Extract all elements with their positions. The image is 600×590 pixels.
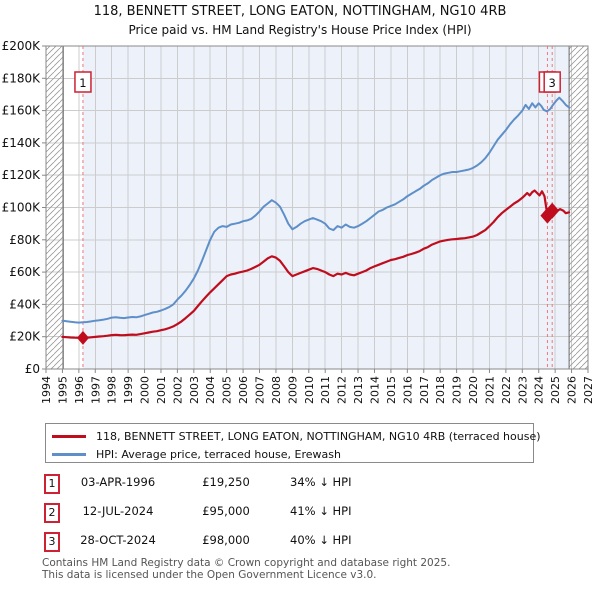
y-tick-label: £80K [9,233,41,247]
transaction-hpi-delta: 40% ↓ HPI [290,533,352,547]
x-tick-label: 2018 [434,376,447,404]
hpi-line-swatch [52,452,86,456]
x-tick-label: 2019 [451,376,464,404]
transaction-price: £98,000 [202,533,250,547]
x-tick-label: 2023 [516,376,529,404]
property-line [61,189,571,339]
y-tick-label: £160K [2,104,42,118]
transaction-date: 03-APR-1996 [80,475,156,489]
x-tick-label: 1996 [73,376,86,404]
y-tick-label: £200K [2,39,42,53]
x-tick-label: 2009 [286,376,299,404]
x-tick-label: 2014 [368,376,381,404]
x-tick-label: 2008 [270,376,283,404]
transaction-row: 2 12-JUL-2024 £95,000 41% ↓ HPI [0,503,600,523]
x-tick-label: 2006 [237,376,250,404]
transaction-price: £95,000 [202,504,250,518]
x-tick-label: 2001 [155,376,168,404]
sale-marker-diamond [545,202,560,219]
x-tick-label: 2004 [204,376,217,404]
x-tick-label: 1997 [89,376,102,404]
y-tick-label: £100K [2,201,42,215]
no-data-hatch-right [569,46,588,369]
event-number-box [74,71,92,93]
x-tick-label: 2026 [566,376,579,404]
legend-item-hpi: HPI: Average price, terraced house, Erew… [52,444,341,464]
chart-legend: 118, BENNETT STREET, LONG EATON, NOTTING… [45,423,541,464]
x-tick-label: 1999 [122,376,135,404]
legend-item-property: 118, BENNETT STREET, LONG EATON, NOTTING… [52,426,541,446]
transaction-number-badge: 3 [44,532,60,552]
x-tick-label: 2020 [467,376,480,404]
y-tick-label: £60K [9,265,41,279]
x-tick-label: 1994 [40,376,53,404]
x-tick-label: 2022 [500,376,513,404]
price-history-chart: 1994 1995 1996 1997 1998 1999 2000 2001 2002 2003… [2,39,595,404]
transaction-number-badge: 1 [44,474,60,494]
transaction-number-badge: 2 [44,503,60,523]
x-tick-label: 2003 [188,376,201,404]
event-number-label: 1 [79,76,86,90]
x-tick-label: 2024 [533,376,546,404]
y-tick-label: £0 [25,362,40,376]
page-subtitle: Price paid vs. HM Land Registry's House … [128,23,472,37]
x-tick-label: 2007 [254,376,267,404]
event-number-label: 3 [549,76,556,90]
x-tick-label: 2015 [385,376,398,404]
x-tick-label: 2000 [139,376,152,404]
x-tick-label: 2002 [171,376,184,404]
y-tick-label: £120K [2,168,42,182]
y-tick-label: £20K [9,330,41,344]
x-tick-label: 2027 [582,376,595,404]
transaction-row: 3 28-OCT-2024 £98,000 40% ↓ HPI [0,532,600,552]
y-tick-label: £140K [2,136,42,150]
transaction-price: £19,250 [202,475,250,489]
x-tick-label: 2005 [221,376,234,404]
y-tick-label: £40K [9,297,41,311]
y-tick-label: £180K [2,71,42,85]
transaction-hpi-delta: 41% ↓ HPI [290,504,352,518]
property-line-swatch [52,434,86,438]
x-tick-label: 2012 [336,376,349,404]
page-title: 118, BENNETT STREET, LONG EATON, NOTTING… [93,4,507,19]
event-number-box [543,71,561,93]
transaction-date: 12-JUL-2024 [82,504,154,518]
x-tick-label: 2016 [401,376,414,404]
licence-notice: This data is licensed under the Open Gov… [42,569,377,581]
transaction-hpi-delta: 34% ↓ HPI [290,475,352,489]
hpi-line [61,96,571,324]
copyright-notice: Contains HM Land Registry data © Crown c… [42,557,451,569]
transaction-date: 28-OCT-2024 [80,533,156,547]
x-tick-label: 2013 [352,376,365,404]
legend-label-hpi: HPI: Average price, terraced house, Erew… [96,447,341,461]
x-tick-label: 2010 [303,376,316,404]
x-tick-label: 1998 [106,376,119,404]
x-tick-label: 2017 [418,376,431,404]
no-data-hatch-left [46,46,64,369]
sale-marker-diamond [76,330,89,345]
x-tick-label: 2021 [483,376,496,404]
transaction-row: 1 03-APR-1996 £19,250 34% ↓ HPI [0,474,600,494]
legend-label-property: 118, BENNETT STREET, LONG EATON, NOTTING… [96,429,541,443]
x-tick-label: 1995 [56,376,69,404]
x-tick-label: 2011 [319,376,332,404]
x-tick-label: 2025 [549,376,562,404]
